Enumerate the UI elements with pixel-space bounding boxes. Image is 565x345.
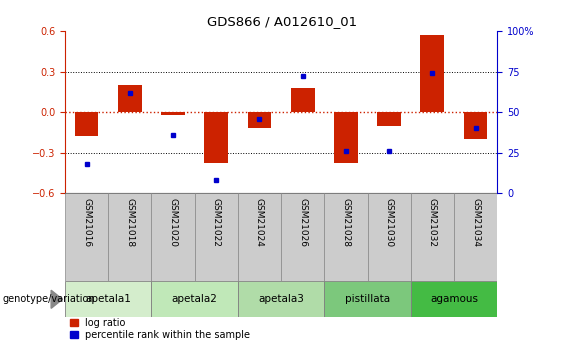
Bar (75, 112, 98, 136)
Text: GSM21024: GSM21024 (255, 198, 264, 246)
Text: GSM21034: GSM21034 (471, 198, 480, 247)
Bar (194, 193, 238, 281)
Text: agamous: agamous (430, 294, 478, 304)
Bar (205, 112, 228, 164)
Text: pistillata: pistillata (345, 294, 390, 304)
Bar (247, 112, 271, 128)
Bar (377, 112, 401, 126)
Bar (65, 193, 108, 281)
Text: GSM21022: GSM21022 (212, 198, 221, 246)
Text: genotype/variation: genotype/variation (3, 294, 95, 304)
Bar (65, 281, 151, 317)
Bar (108, 193, 151, 281)
Text: GSM21018: GSM21018 (125, 198, 134, 247)
Polygon shape (51, 290, 62, 308)
Text: apetala3: apetala3 (258, 294, 304, 304)
Bar (411, 193, 454, 281)
Bar (238, 193, 281, 281)
Text: GSM21028: GSM21028 (341, 198, 350, 247)
Bar (420, 35, 444, 112)
Bar (324, 281, 411, 317)
Text: GSM21030: GSM21030 (385, 198, 394, 247)
Bar (324, 193, 368, 281)
Bar (334, 112, 358, 164)
Text: apetala1: apetala1 (85, 294, 131, 304)
Bar (161, 112, 185, 115)
Bar (464, 112, 488, 139)
Bar (151, 193, 194, 281)
Bar (281, 193, 324, 281)
Bar (367, 193, 411, 281)
Text: GSM21020: GSM21020 (168, 198, 177, 247)
Bar (454, 193, 497, 281)
Bar (151, 281, 238, 317)
Bar (238, 281, 324, 317)
Text: GDS866 / A012610_01: GDS866 / A012610_01 (207, 16, 358, 29)
Text: GSM21026: GSM21026 (298, 198, 307, 247)
Bar (411, 281, 497, 317)
Bar (291, 88, 315, 112)
Bar (118, 85, 142, 112)
Text: GSM21032: GSM21032 (428, 198, 437, 247)
Text: GSM21016: GSM21016 (82, 198, 91, 247)
Text: apetala2: apetala2 (172, 294, 218, 304)
Legend: log ratio, percentile rank within the sample: log ratio, percentile rank within the sa… (70, 318, 250, 340)
